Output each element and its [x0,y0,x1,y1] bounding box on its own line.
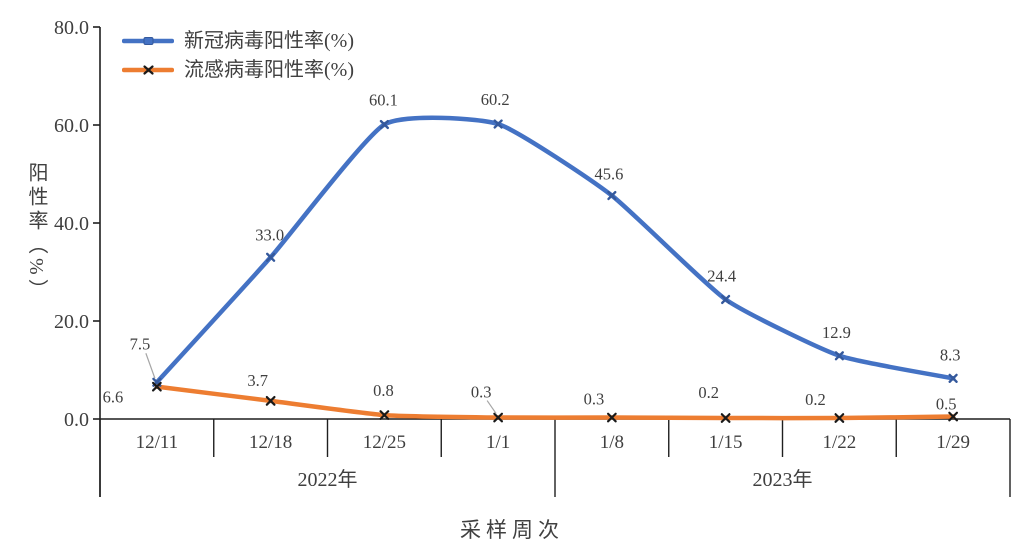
year-label: 2022年 [298,468,358,491]
flu-point-marker [948,411,959,422]
flu-data-label: 0.8 [373,381,394,400]
x-category-label: 1/1 [486,432,510,453]
covid-point-marker [948,373,958,383]
flu-data-label: 0.5 [936,395,957,414]
flu-data-label: 0.2 [805,390,826,409]
covid-legend-label: 新冠病毒阳性率(%) [184,30,354,52]
y-tick-label: 60.0 [54,115,89,137]
covid-data-label: 24.4 [707,266,736,285]
covid-data-label: 33.0 [255,225,284,244]
flu-point-marker [720,413,731,423]
flu-point-marker [379,410,390,420]
covid-legend-marker [143,37,154,45]
legend-item-covid: 新冠病毒阳性率(%) [122,30,354,52]
covid-data-label: 12.9 [822,323,851,342]
covid-point-marker [834,351,844,361]
flu-data-label: 0.3 [584,390,605,409]
y-tick-label: 80.0 [54,17,89,39]
x-category-label: 1/15 [709,432,743,453]
legend: 新冠病毒阳性率(%) 流感病毒阳性率(%) [122,30,354,81]
flu-data-label: 3.7 [247,371,268,390]
y-tick-label: 40.0 [54,213,89,235]
flu-point-marker [151,381,162,392]
x-category-label: 1/8 [600,432,624,453]
covid-data-label: 60.1 [369,91,398,110]
covid-point-marker [607,190,617,201]
covid-data-label: 7.5 [130,334,151,353]
x-category-label: 12/11 [136,432,179,453]
covid-point-marker [266,252,276,262]
flu-point-marker [606,412,617,423]
covid-point-marker [379,119,389,130]
covid-point-marker [493,119,503,129]
flu-series-line [154,384,956,421]
covid-point-marker [721,294,731,305]
covid-legend-line-sample [122,37,174,45]
year-label: 2023年 [753,468,813,491]
covid-label-leader-line [145,353,156,379]
flu-data-label: 0.2 [698,383,719,402]
x-axis-title: 采样周次 [460,518,564,542]
flu-data-label: 0.3 [471,383,492,402]
flu-legend-line-sample [122,65,174,75]
covid-series-line [154,115,956,385]
x-category-label: 12/18 [249,432,292,453]
flu-point-marker [493,412,504,423]
x-category-label: 1/29 [936,432,970,453]
covid-data-label: 8.3 [940,345,961,364]
flu-legend-x-marker-icon [143,65,154,75]
legend-item-flu: 流感病毒阳性率(%) [122,59,354,81]
flu-label-leader-line [486,400,497,414]
y-axis-title: 阳性率（%） [25,162,47,303]
flu-legend-label: 流感病毒阳性率(%) [184,59,354,81]
y-tick-label: 20.0 [54,311,89,333]
x-category-label: 12/25 [363,432,406,453]
covid-data-label: 60.2 [481,90,510,109]
flu-data-label: 6.6 [103,388,124,407]
covid-data-label: 45.6 [594,165,623,184]
x-category-label: 1/22 [822,432,856,453]
flu-point-marker [834,413,845,423]
y-tick-label: 0.0 [64,409,89,431]
flu-point-marker [265,395,276,406]
